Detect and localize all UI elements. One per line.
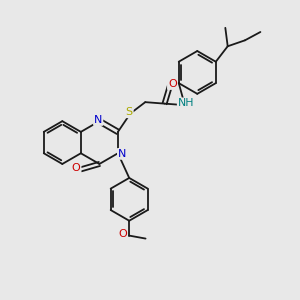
- Text: NH: NH: [178, 98, 194, 108]
- Text: N: N: [94, 115, 102, 125]
- Text: S: S: [126, 107, 133, 117]
- Text: O: O: [72, 163, 81, 173]
- Text: N: N: [118, 149, 126, 159]
- Text: O: O: [168, 79, 177, 89]
- Text: O: O: [118, 230, 127, 239]
